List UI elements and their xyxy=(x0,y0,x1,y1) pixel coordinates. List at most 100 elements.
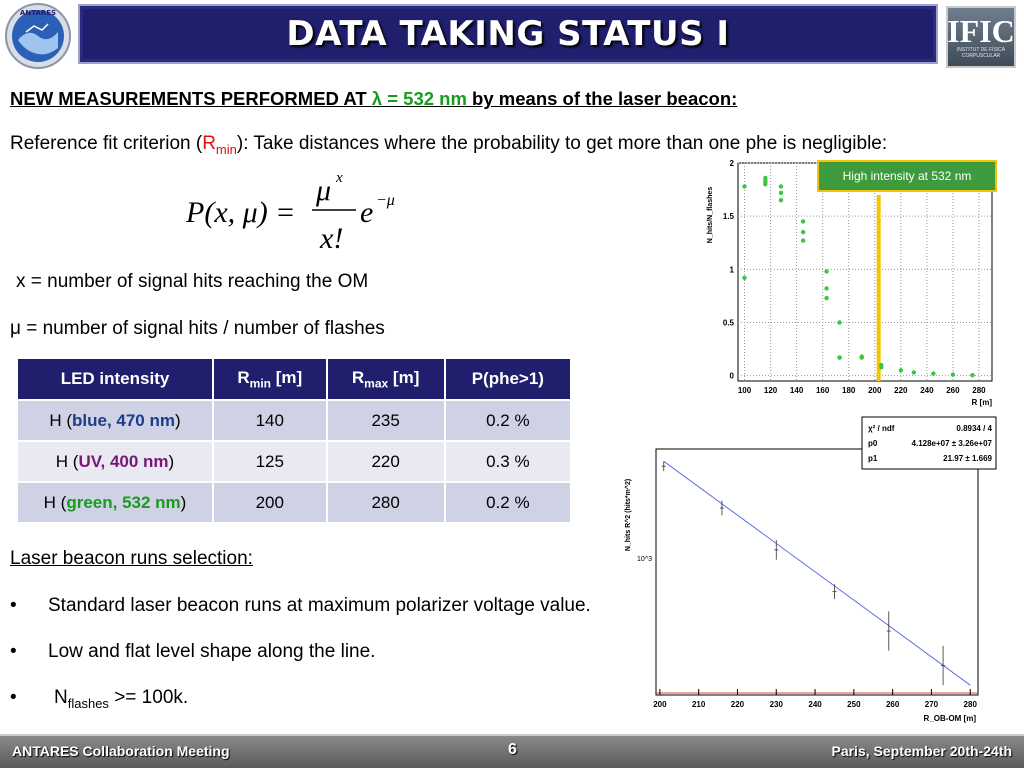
stats-label: χ² / ndf xyxy=(868,424,895,433)
data-point xyxy=(837,355,842,360)
formula-numerator: μ xyxy=(315,174,331,207)
data-point xyxy=(778,184,784,189)
cell-led: H (green, 532 nm) xyxy=(16,481,214,524)
x-tick-label: 240 xyxy=(808,700,822,709)
header-probability: P(phe>1) xyxy=(443,357,573,401)
cell-probability: 0.3 % xyxy=(443,440,573,483)
ific-logo: IFIC INSTITUT DE FÍSICA CORPUSCULAR xyxy=(946,6,1016,68)
data-point xyxy=(824,269,829,274)
x-tick-label: 260 xyxy=(886,700,900,709)
selection-item-text: Low and flat level shape along the line. xyxy=(48,641,376,662)
x-tick-label: 220 xyxy=(731,700,745,709)
cell-led: H (blue, 470 nm) xyxy=(16,399,214,442)
cell-rmin: 140 xyxy=(212,399,328,442)
y-tick-label: 2 xyxy=(730,159,735,168)
headline: NEW MEASUREMENTS PERFORMED AT λ = 532 nm… xyxy=(10,88,737,110)
headline-part1: NEW MEASUREMENTS PERFORMED AT xyxy=(10,88,372,109)
x-tick-label: 210 xyxy=(692,700,706,709)
cell-rmax: 220 xyxy=(325,440,446,483)
data-point xyxy=(950,372,956,377)
annotation-box xyxy=(817,160,997,192)
poisson-formula: P(x, μ) = μ x x! e −μ xyxy=(186,170,395,255)
data-point xyxy=(800,238,806,243)
y-tick-label: 1 xyxy=(730,265,735,274)
selection-item-n: N xyxy=(54,687,68,708)
selection-item-text: Standard laser beacon runs at maximum po… xyxy=(48,595,591,616)
header-rmin: Rmin [m] xyxy=(212,357,328,401)
x-tick-label: 160 xyxy=(816,386,830,395)
page-number: 6 xyxy=(508,741,517,758)
bullet-dot: • xyxy=(10,595,17,616)
selection-item: • Standard laser beacon runs at maximum p… xyxy=(10,595,591,617)
header-led-intensity: LED intensity xyxy=(16,357,214,401)
data-point xyxy=(970,372,975,378)
header-rmax-r: R xyxy=(351,367,365,387)
table-row: H (UV, 400 nm) 125 220 0.3 % xyxy=(16,440,573,483)
ific-logo-text: IFIC xyxy=(947,13,1015,49)
mu-symbol: μ xyxy=(10,318,21,339)
table-row: H (blue, 470 nm) 140 235 0.2 % xyxy=(16,399,573,442)
header-rmin-unit: [m] xyxy=(271,367,303,387)
x-tick-label: 240 xyxy=(920,386,934,395)
formula-exp-base: e xyxy=(360,196,373,229)
x-tick-label: 200 xyxy=(868,386,882,395)
cell-led-post: ) xyxy=(168,451,175,471)
y-tick-label: 1.5 xyxy=(723,212,735,221)
formula-denominator: x! xyxy=(319,222,343,255)
x-tick-label: 230 xyxy=(770,700,784,709)
data-point xyxy=(742,184,747,189)
footer-meeting: ANTARES Collaboration Meeting xyxy=(12,743,230,759)
threshold-line xyxy=(876,195,881,381)
reference-r: R xyxy=(202,133,216,154)
footer: ANTARES Collaboration Meeting 6 Paris, S… xyxy=(0,734,1024,768)
cell-led-pre: H ( xyxy=(43,492,67,512)
x-tick-label: 220 xyxy=(894,386,908,395)
x-tick-label: 250 xyxy=(847,700,861,709)
selection-item: • Nflashes >= 100k. xyxy=(10,687,188,711)
formula-exp-power: −μ xyxy=(376,192,395,209)
footer-place-date: Paris, September 20th-24th xyxy=(831,743,1012,759)
formula-numerator-exponent: x xyxy=(335,170,343,186)
header-rmax-sub: max xyxy=(364,376,389,391)
selection-item-text: >= 100k. xyxy=(108,687,189,708)
stats-value: 21.97 ± 1.669 xyxy=(943,454,992,463)
data-point xyxy=(778,190,784,195)
cell-led-post: ) xyxy=(180,492,187,512)
hits-vs-distance-chart: 100 120 140 160 180 200 220 240 260 280 0 0.5 1 1.5 2 R… xyxy=(707,159,997,407)
plot-frame xyxy=(655,448,979,696)
plot-frame xyxy=(737,162,993,382)
mu-definition-text: = number of signal hits / number of flas… xyxy=(20,318,385,339)
cell-rmax: 235 xyxy=(325,399,446,442)
data-point xyxy=(824,286,829,291)
cell-led-color: green, 532 nm xyxy=(66,492,181,512)
data-point xyxy=(879,364,884,370)
stats-value: 0.8934 / 4 xyxy=(956,424,992,433)
selection-title: Laser beacon runs selection: xyxy=(10,548,253,569)
data-point xyxy=(800,229,806,235)
cell-led-pre: H ( xyxy=(55,451,79,471)
page-title: DATA TAKING STATUS I xyxy=(286,14,730,54)
bullet-dot: • xyxy=(10,687,17,708)
cell-rmin: 200 xyxy=(212,481,328,524)
y-tick-label: 10^3 xyxy=(637,556,652,563)
data-point xyxy=(859,355,864,360)
reference-criterion: Reference fit criterion (Rmin): Take dis… xyxy=(10,133,887,157)
annotation-text: High intensity at 532 nm xyxy=(843,169,972,183)
x-tick-label: 200 xyxy=(653,700,667,709)
table-header-row: LED intensity Rmin [m] Rmax [m] P(phe>1) xyxy=(16,357,573,401)
mu-definition: μ = number of signal hits / number of fl… xyxy=(10,318,385,340)
data-point xyxy=(931,371,936,376)
x-tick-label: 100 xyxy=(738,386,752,395)
data-point xyxy=(778,198,784,203)
x-tick-label: 280 xyxy=(972,386,986,395)
header-rmax-unit: [m] xyxy=(388,367,420,387)
antares-logo-text: ANTARES xyxy=(20,9,56,17)
data-point xyxy=(911,370,917,375)
bullet-dot: • xyxy=(10,641,17,662)
formula-lhs: P(x, μ) = xyxy=(186,196,295,229)
x-definition: x = number of signal hits reaching the O… xyxy=(16,271,369,292)
table-row: H (green, 532 nm) 200 280 0.2 % xyxy=(16,481,573,524)
header-rmin-sub: min xyxy=(249,376,271,391)
x-tick-label: 280 xyxy=(964,700,978,709)
y-axis-label: N_hits R^2 (hits*m^2) xyxy=(624,479,632,551)
